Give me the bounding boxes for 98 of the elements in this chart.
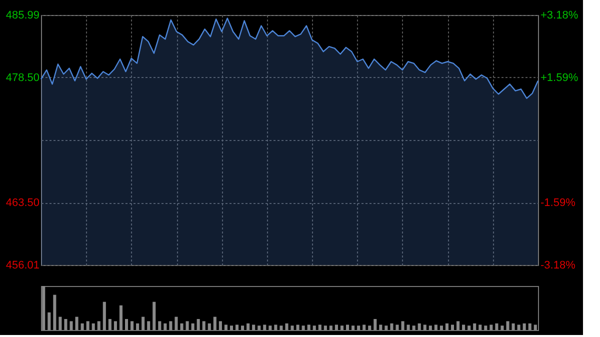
y-tick-label: 478.50 — [6, 72, 40, 84]
bar — [246, 323, 250, 330]
bar — [290, 326, 294, 330]
bar — [450, 324, 454, 330]
bar — [252, 324, 256, 330]
bar — [158, 321, 162, 330]
bar — [296, 324, 300, 330]
y-tick-label: 485.99 — [6, 10, 40, 22]
bar — [75, 316, 78, 330]
y2-tick-label: -3.18% — [540, 260, 576, 272]
bar — [522, 323, 526, 330]
bar — [406, 324, 410, 330]
bar — [180, 323, 184, 330]
bar — [191, 323, 194, 330]
bar — [147, 321, 150, 330]
bar — [534, 324, 537, 330]
bar — [374, 319, 377, 330]
bar — [186, 321, 189, 330]
bar — [396, 324, 399, 330]
bar — [484, 326, 488, 330]
bar — [136, 323, 140, 330]
bar — [174, 316, 178, 330]
bar — [280, 326, 283, 330]
bar — [48, 312, 51, 330]
bar — [495, 323, 498, 330]
bar — [108, 319, 112, 330]
bar — [274, 324, 278, 330]
y-tick-label: 456.01 — [6, 260, 40, 272]
bar — [445, 323, 448, 330]
bar — [213, 316, 216, 330]
bar — [263, 324, 266, 330]
bar — [307, 324, 310, 330]
bar — [334, 324, 338, 330]
bar — [412, 326, 416, 330]
bar — [230, 326, 234, 330]
bar — [473, 323, 476, 330]
bar — [196, 319, 200, 330]
bar — [462, 324, 466, 330]
bar — [124, 319, 128, 330]
bar — [357, 326, 360, 330]
y2-tick-label: +1.59% — [540, 72, 578, 84]
bar — [142, 316, 145, 330]
bar — [423, 324, 426, 330]
bar — [102, 302, 106, 330]
bar — [312, 326, 316, 330]
bar — [440, 326, 443, 330]
bar — [114, 321, 117, 330]
bar — [235, 324, 239, 330]
bar — [468, 326, 471, 330]
bar — [164, 323, 167, 330]
bar — [428, 326, 432, 330]
bar — [512, 323, 515, 330]
bar — [208, 323, 211, 330]
bar — [70, 321, 73, 330]
bar — [434, 324, 438, 330]
bar — [384, 326, 388, 330]
bar — [324, 326, 327, 330]
bar — [379, 324, 382, 330]
bar — [517, 324, 520, 330]
bar — [302, 326, 305, 330]
bar — [130, 321, 134, 330]
bar — [64, 319, 68, 330]
bar — [241, 326, 244, 330]
bar — [202, 321, 206, 330]
bar — [528, 323, 532, 330]
bar — [329, 326, 332, 330]
bar — [362, 324, 366, 330]
bar — [80, 323, 84, 330]
bar — [318, 324, 322, 330]
bar — [42, 286, 46, 330]
bar — [401, 321, 404, 330]
bar — [390, 323, 394, 330]
bar — [86, 321, 90, 330]
bar — [285, 323, 288, 330]
bar — [92, 323, 95, 330]
bar — [506, 321, 510, 330]
y-tick-label: 463.50 — [6, 197, 40, 210]
bar — [500, 326, 504, 330]
bar — [418, 323, 421, 330]
y2-tick-label: -1.59% — [540, 197, 576, 209]
bar — [53, 294, 56, 330]
bar — [352, 326, 355, 330]
bar — [268, 326, 272, 330]
bar — [258, 326, 261, 330]
bar — [97, 321, 100, 330]
bar — [169, 321, 172, 330]
bar — [152, 302, 156, 330]
bar — [224, 324, 228, 330]
bar — [340, 326, 344, 330]
bar — [346, 324, 350, 330]
bar — [218, 321, 222, 330]
y2-tick-label: +3.18% — [540, 10, 578, 22]
bar — [368, 326, 372, 330]
bar — [119, 305, 122, 330]
bar — [490, 324, 493, 330]
bar — [478, 324, 482, 330]
bar — [456, 321, 460, 330]
bar — [58, 316, 62, 330]
